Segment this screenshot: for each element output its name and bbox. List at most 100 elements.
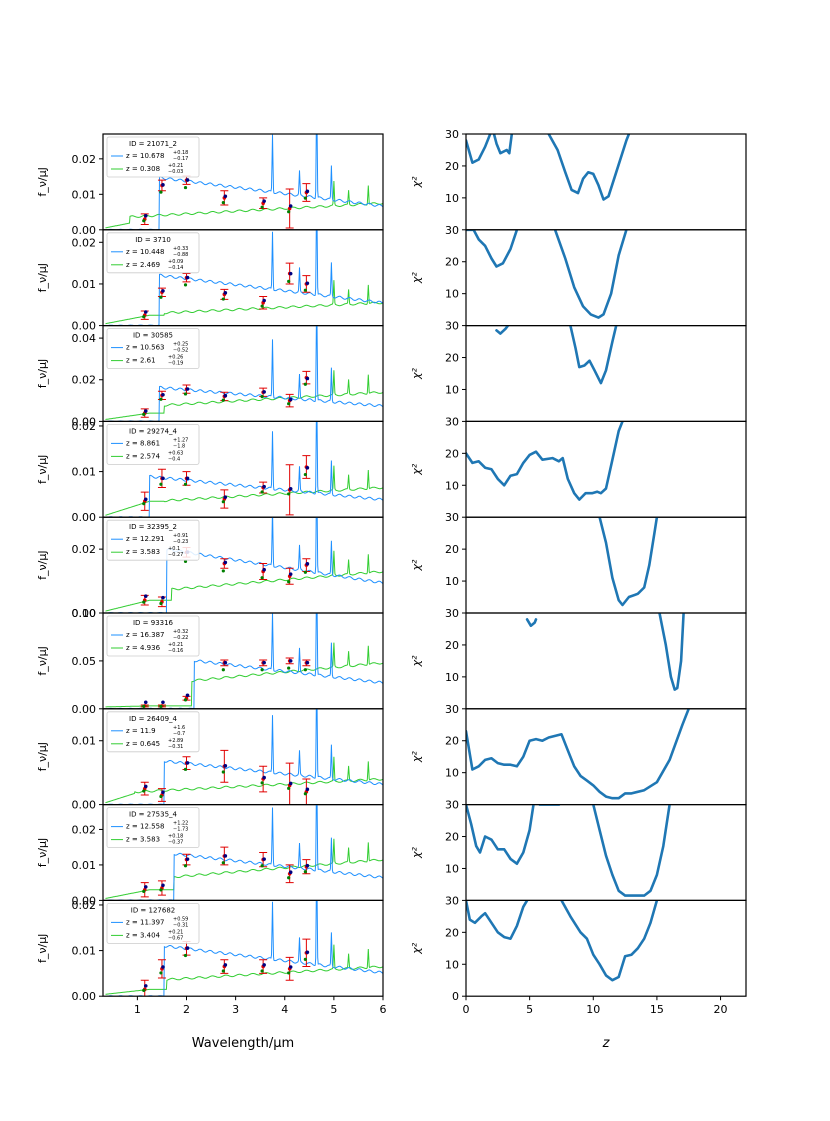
high-z-model-photometry (262, 199, 266, 203)
low-z-model-photometry (287, 580, 291, 584)
low-z-model-photometry (260, 668, 264, 672)
legend-high-z-label: z = 12.291 (126, 535, 164, 543)
legend-low-z-err-down: −0.19 (168, 361, 183, 367)
sed-y-axis-label: f_ν/μJ (36, 359, 49, 388)
high-z-model-photometry (223, 393, 228, 398)
low-z-model-photometry (303, 792, 307, 796)
chi2-y-tick-label: 20 (445, 639, 459, 652)
high-z-model-photometry (223, 660, 228, 665)
chi2-curve (466, 804, 671, 897)
high-z-model-photometry (288, 870, 293, 874)
legend-low-z-err-up: +0.26 (168, 355, 183, 361)
chi2-curve (466, 900, 659, 982)
legend-low-z-label: z = 2.469 (126, 261, 160, 269)
legend-box (106, 711, 200, 753)
y-tick-label: 0.00 (72, 799, 97, 812)
high-z-model-photometry (305, 950, 310, 955)
low-z-model-photometry (221, 201, 225, 205)
legend-low-z-label: z = 3.404 (126, 931, 161, 939)
low-z-model-photometry (142, 600, 146, 604)
chi2-x-tick-label: 10 (586, 1003, 600, 1016)
y-tick-label: 0.01 (72, 735, 97, 748)
chi2-curve (466, 421, 624, 501)
chi2-plot-area (466, 708, 690, 800)
x-tick-label: 1 (134, 1003, 141, 1016)
sed-plot-area (105, 804, 383, 901)
chi2-x-tick-label: 0 (463, 1003, 470, 1016)
high-z-model-photometry (262, 567, 266, 572)
chi2-x-tick-label: 20 (714, 1003, 728, 1016)
sed-y-axis-label: f_ν/μJ (36, 263, 49, 292)
low-z-model-photometry (159, 482, 163, 486)
low-z-model-photometry (287, 279, 291, 283)
low-z-model-line (105, 642, 383, 708)
legend-high-z-err-down: −0.23 (173, 539, 188, 545)
low-z-model-photometry (159, 190, 163, 194)
legend-high-z-err-down: −0.22 (173, 635, 188, 641)
panels: ID = 21071_2z = 10.678 +0.18−0.17z = 0.30… (36, 128, 747, 1016)
high-z-model-photometry (185, 178, 190, 182)
y-tick-label: 0.00 (72, 703, 97, 716)
low-z-model-photometry (221, 398, 225, 402)
low-z-model-line (105, 370, 383, 420)
chi2-y-tick-label: 10 (445, 288, 459, 301)
low-z-model-photometry (287, 210, 291, 214)
y-tick-label: 0.00 (72, 990, 97, 1003)
chi2-plot-area (466, 134, 631, 201)
legend-box (106, 903, 200, 944)
sed-y-axis-label: f_ν/μJ (36, 550, 49, 579)
legend-high-z-label: z = 10.678 (126, 152, 164, 160)
high-z-model-photometry (305, 863, 310, 868)
sed-y-axis-label: f_ν/μJ (36, 934, 49, 963)
high-z-model-photometry (305, 376, 310, 381)
left-x-axis-label: Wavelength/μm (192, 1036, 294, 1051)
low-z-model-photometry (287, 786, 291, 790)
high-z-model-photometry (143, 885, 148, 889)
chi2-y-tick-label: 20 (445, 735, 459, 748)
low-z-model-line (105, 180, 383, 229)
low-z-model-photometry (142, 315, 146, 319)
chi2-x-tick-label: 5 (526, 1003, 533, 1016)
low-z-model-photometry (183, 559, 188, 564)
y-tick-label: 0.00 (72, 320, 97, 333)
low-z-model-photometry (142, 889, 146, 893)
chi2-y-tick-label: 20 (445, 160, 459, 173)
high-z-model-photometry (161, 289, 165, 293)
chi2-y-tick-label: 10 (445, 671, 459, 684)
chi2-y-tick-label: 30 (445, 894, 459, 907)
legend-high-z-err-down: −0.7 (173, 731, 185, 737)
legend-high-z-label: z = 16.387 (126, 631, 164, 639)
low-z-model-photometry (287, 971, 291, 975)
chi2-plot-area (466, 229, 628, 319)
chi2-plot-area (466, 421, 624, 501)
high-z-model-photometry (143, 214, 148, 218)
chi2-y-axis-label: χ² (410, 176, 423, 189)
panel-4: ID = 29274_4z = 8.861 +1.27−1.8 z = 2.574 +… (36, 415, 747, 524)
sed-plot-area (105, 325, 383, 422)
y-tick-label: 0.04 (72, 332, 97, 345)
high-z-model-photometry (161, 883, 165, 888)
y-tick-label: 0.05 (72, 655, 97, 668)
low-z-model-line (105, 550, 383, 612)
high-z-model-photometry (143, 700, 148, 705)
high-z-model-photometry (288, 397, 293, 402)
legend-low-z-err-up: +2.89 (168, 738, 183, 744)
legend-id: ID = 93316 (133, 619, 174, 627)
low-z-model-photometry (260, 395, 264, 399)
low-z-model-line (105, 756, 383, 804)
legend-low-z-err-down: −0.37 (168, 840, 183, 846)
sed-axes-frame (102, 899, 384, 997)
legend-high-z-label: z = 10.563 (126, 344, 164, 352)
low-z-model-photometry (142, 988, 146, 992)
legend-high-z-err-down: −0.31 (173, 922, 188, 928)
legend-high-z-err-down: −1.8 (173, 443, 185, 449)
low-z-model-photometry (159, 601, 163, 606)
y-tick-label: 0.02 (72, 153, 97, 166)
high-z-model-photometry (305, 189, 310, 194)
low-z-model-photometry (260, 490, 264, 494)
low-z-model-photometry (142, 502, 146, 506)
chi2-y-axis-label: χ² (410, 655, 423, 668)
chi2-y-tick-label: 30 (445, 224, 459, 237)
low-z-model-photometry (303, 382, 307, 386)
low-z-model-photometry (142, 219, 146, 223)
